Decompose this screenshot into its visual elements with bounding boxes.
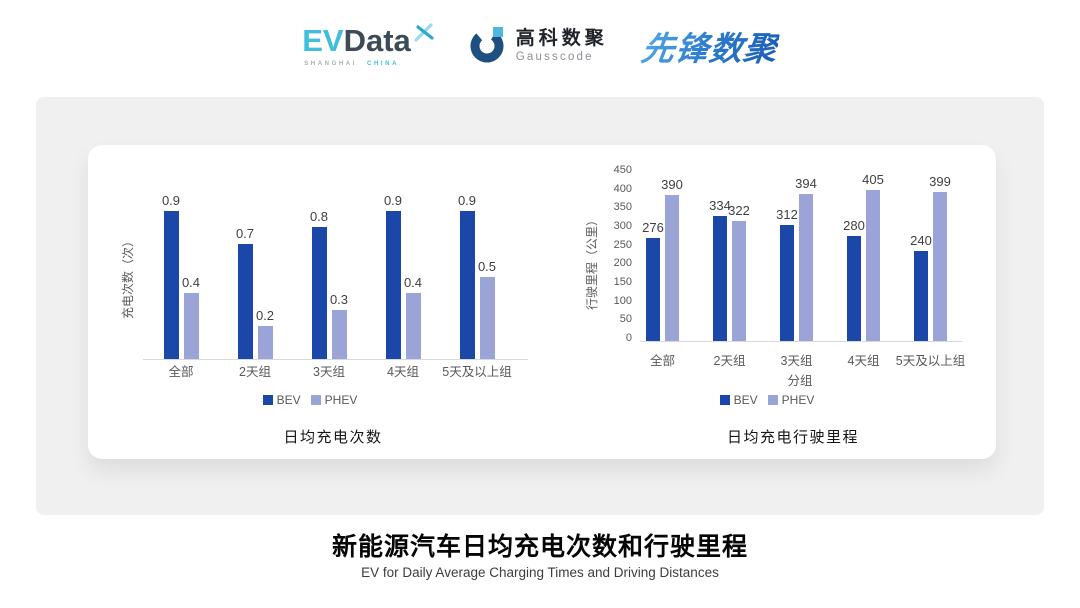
bar-bev: [459, 210, 475, 359]
bar-value-label: 276: [642, 219, 664, 235]
bar-bev: [385, 210, 401, 359]
category-label: 4天组: [387, 365, 419, 379]
pioneer-logo: 先锋数聚: [639, 22, 780, 70]
evdata-logo-shanghai: SHANGHAI: [304, 61, 358, 67]
bar-value-label: 0.9: [457, 192, 477, 208]
header-logos: EV Data SHANGHAI CHINA 高科数聚 Gausscode: [0, 22, 1080, 70]
bar-value-label: 0.9: [383, 192, 403, 208]
bar-phev: [732, 220, 746, 341]
legend-swatch-bev: [262, 395, 273, 405]
chart-card: 充电次数（次） 全部 0.9 0.4 2天组 0.7 0.2 3天组 0.8 0.3 4天组 0.9 0…: [88, 145, 996, 459]
bar-value-label: 240: [910, 233, 932, 249]
bar-value-label: 399: [929, 174, 951, 190]
legend-label: PHEV: [324, 393, 358, 407]
bar-bev: [311, 227, 327, 359]
bar-phev: [405, 293, 421, 359]
bar-bev: [163, 210, 179, 359]
legend-item-phev: PHEV: [767, 393, 815, 407]
x-axis-label: 分组: [787, 374, 813, 388]
category-label: 4天组: [847, 354, 880, 368]
main-subtitle: EV for Daily Average Charging Times and …: [361, 565, 719, 580]
bar-phev: [479, 276, 495, 359]
legend-label: PHEV: [781, 393, 815, 407]
bar-phev: [799, 193, 813, 341]
y-tick-label: 200: [613, 257, 632, 270]
legend-item-phev: PHEV: [310, 393, 358, 407]
legend-swatch-phev: [767, 395, 778, 405]
bar-phev: [183, 293, 199, 359]
bar-value-label: 280: [843, 218, 865, 234]
bar-phev: [665, 195, 679, 341]
y-axis-label: 行驶里程（公里）: [585, 214, 599, 311]
bar-value-label: 0.2: [255, 308, 275, 323]
x-axis-line: [640, 341, 962, 342]
legend-label: BEV: [733, 393, 758, 407]
gausscode-g-icon: [469, 24, 507, 69]
bar-value-label: 0.4: [403, 275, 423, 290]
bar-phev: [257, 326, 273, 359]
bar-bev: [780, 224, 794, 341]
legend-swatch-phev: [310, 395, 321, 405]
bar-value-label: 0.7: [235, 225, 255, 241]
bar-bev: [646, 237, 660, 341]
x-axis-line: [143, 359, 528, 360]
y-tick-label: 250: [613, 238, 632, 251]
chart-title: 日均充电行驶里程: [726, 429, 859, 446]
legend: BEV PHEV: [160, 393, 460, 407]
y-axis-label: 充电次数（次）: [121, 235, 135, 320]
legend-item-bev: BEV: [719, 393, 758, 407]
bar-value-label: 0.4: [181, 275, 201, 290]
evdata-x-star-icon: [413, 21, 435, 47]
bar-bev: [237, 243, 253, 359]
gausscode-logo-cn: 高科数聚: [515, 27, 608, 49]
bar-bev: [713, 216, 727, 341]
legend-item-bev: BEV: [262, 393, 301, 407]
legend-label: BEV: [276, 393, 301, 407]
bar-value-label: 0.8: [309, 209, 329, 224]
bar-value-label: 0.9: [161, 192, 181, 208]
bar-phev: [933, 192, 947, 341]
bar-value-label: 390: [661, 177, 683, 193]
y-tick-label: 450: [613, 164, 632, 176]
bar-phev: [866, 189, 880, 341]
bar-bev: [914, 251, 928, 341]
category-label: 全部: [649, 354, 675, 368]
bar-phev: [331, 309, 347, 359]
bar-bev: [847, 236, 861, 341]
category-label: 全部: [168, 365, 194, 379]
bar-value-label: 312: [776, 206, 798, 222]
evdata-logo-ev: EV: [302, 23, 344, 58]
category-label: 2天组: [239, 365, 271, 379]
category-label: 5天及以上组: [895, 354, 966, 368]
gausscode-logo: 高科数聚 Gausscode: [469, 24, 608, 69]
legend: BEV PHEV: [617, 393, 917, 407]
y-tick-label: 100: [613, 294, 632, 307]
evdata-logo: EV Data SHANGHAI CHINA: [302, 23, 435, 67]
main-title: 新能源汽车日均充电次数和行驶里程: [331, 533, 748, 561]
evdata-logo-data: Data: [343, 23, 411, 58]
bar-value-label: 394: [795, 175, 817, 191]
y-tick-label: 150: [613, 276, 632, 288]
category-label: 3天组: [313, 365, 345, 379]
pioneer-logo-text: 先锋数聚: [638, 22, 781, 70]
evdata-logo-china: CHINA: [367, 61, 400, 67]
bar-value-label: 334: [709, 198, 731, 214]
category-label: 3天组: [780, 354, 813, 368]
y-tick-label: 0: [625, 332, 632, 344]
bar-value-label: 322: [728, 202, 750, 218]
bar-value-label: 0.3: [329, 291, 349, 307]
chart-title: 日均充电次数: [283, 429, 383, 446]
y-tick-label: 400: [613, 182, 632, 195]
y-tick-label: 350: [613, 201, 632, 214]
y-tick-label: 300: [613, 220, 632, 232]
bar-value-label: 0.5: [477, 258, 497, 274]
y-tick-label: 50: [619, 313, 632, 326]
category-label: 2天组: [713, 354, 746, 368]
bar-value-label: 405: [862, 171, 884, 187]
legend-swatch-bev: [719, 395, 730, 405]
gausscode-logo-en: Gausscode: [515, 50, 594, 63]
category-label: 5天及以上组: [442, 365, 512, 379]
